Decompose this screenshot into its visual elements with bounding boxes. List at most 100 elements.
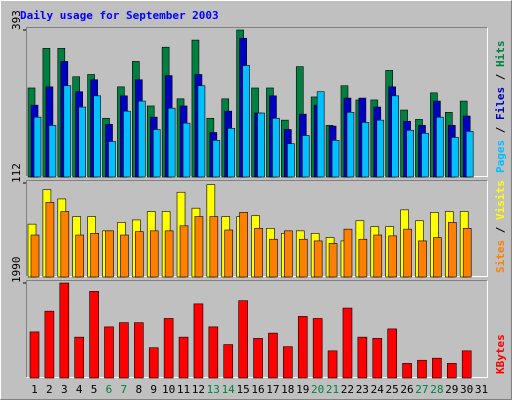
bar: [417, 359, 427, 379]
bar: [462, 228, 472, 278]
x-tick-label: 26: [400, 383, 413, 396]
x-tick-label: 24: [371, 383, 385, 396]
legend-entry: KBytes: [494, 334, 507, 374]
bar: [75, 234, 85, 278]
plot-bevel: [26, 180, 488, 277]
bar: [331, 140, 340, 178]
x-tick-label: 9: [150, 383, 157, 396]
bar: [29, 331, 40, 379]
x-tick-label: 2: [46, 383, 53, 396]
bar: [328, 243, 338, 278]
legend: KBytes: [494, 334, 507, 374]
bar: [421, 132, 429, 178]
bar: [239, 212, 248, 278]
bar: [357, 336, 368, 379]
bar: [74, 336, 85, 379]
bar: [254, 228, 263, 278]
x-tick-label: 4: [76, 383, 83, 396]
bar: [418, 240, 427, 278]
bar: [30, 234, 40, 278]
bar: [45, 202, 55, 278]
bar: [450, 137, 459, 178]
bar: [120, 234, 129, 278]
bar: [182, 122, 191, 178]
bar: [138, 100, 146, 178]
legend: Pages / Files / Hits: [494, 41, 507, 174]
bar: [105, 230, 114, 278]
x-tick-label: 25: [386, 383, 399, 396]
bar: [268, 332, 278, 379]
x-tick-label: 19: [296, 383, 309, 396]
bar: [346, 111, 355, 178]
bar: [361, 122, 370, 178]
y-tick-label: 1990: [10, 257, 23, 284]
bar: [208, 326, 219, 379]
bar: [433, 237, 442, 278]
bar: [436, 116, 444, 178]
legend-entry: Hits: [494, 41, 507, 68]
bar: [123, 110, 131, 178]
bar: [301, 135, 310, 178]
bar: [287, 143, 295, 178]
bar: [391, 95, 399, 178]
x-tick-label: 1: [31, 383, 38, 396]
bar: [119, 322, 129, 379]
bar: [372, 338, 383, 379]
legend-separator: /: [494, 67, 507, 87]
bar: [269, 238, 278, 278]
bar: [149, 230, 159, 278]
bar: [461, 350, 472, 379]
bar: [446, 363, 457, 379]
x-tick-label: 29: [445, 383, 458, 396]
x-tick-label: 27: [415, 383, 428, 396]
x-tick-label: 13: [207, 383, 220, 396]
bar: [376, 119, 385, 178]
bar: [104, 326, 114, 379]
plot-bevel: [26, 27, 488, 177]
bar: [179, 225, 189, 278]
bar: [223, 344, 234, 379]
x-tick-label: 15: [236, 383, 249, 396]
bar: [272, 117, 280, 178]
bar: [343, 228, 353, 278]
legend-separator: /: [494, 220, 507, 240]
bar: [224, 229, 234, 278]
bar: [90, 233, 99, 278]
bar: [284, 230, 293, 278]
x-tick-label: 17: [266, 383, 279, 396]
bar: [167, 107, 176, 178]
x-tick-label: 28: [430, 383, 443, 396]
bar: [33, 116, 42, 178]
x-tick-label: 30: [460, 383, 473, 396]
bar: [358, 238, 368, 278]
x-tick-label: 8: [135, 383, 142, 396]
x-tick-label: 14: [222, 383, 236, 396]
x-tick-label: 16: [251, 383, 264, 396]
legend-separator: /: [494, 120, 507, 140]
bar: [313, 240, 323, 278]
x-tick-label: 5: [91, 383, 98, 396]
bar: [403, 228, 412, 278]
bar: [465, 131, 474, 178]
bar: [342, 307, 353, 379]
x-tick-label: 18: [281, 383, 294, 396]
x-tick-label: 31: [475, 383, 488, 396]
bar: [89, 291, 99, 379]
chart-title: Daily usage for September 2003: [20, 9, 219, 22]
bar: [93, 95, 101, 178]
bar: [60, 211, 70, 278]
bar: [227, 128, 236, 178]
bar: [402, 363, 412, 379]
bar: [163, 318, 174, 379]
plot-bevel: [26, 280, 488, 378]
x-tick-label: 20: [311, 383, 324, 396]
legend: Sites / Visits: [494, 180, 507, 273]
bar: [108, 141, 116, 178]
bar: [164, 230, 174, 278]
x-tick-label: 21: [326, 383, 339, 396]
legend-entry: Files: [494, 87, 507, 120]
bar: [298, 238, 308, 278]
y-tick-label: 393: [10, 10, 23, 30]
